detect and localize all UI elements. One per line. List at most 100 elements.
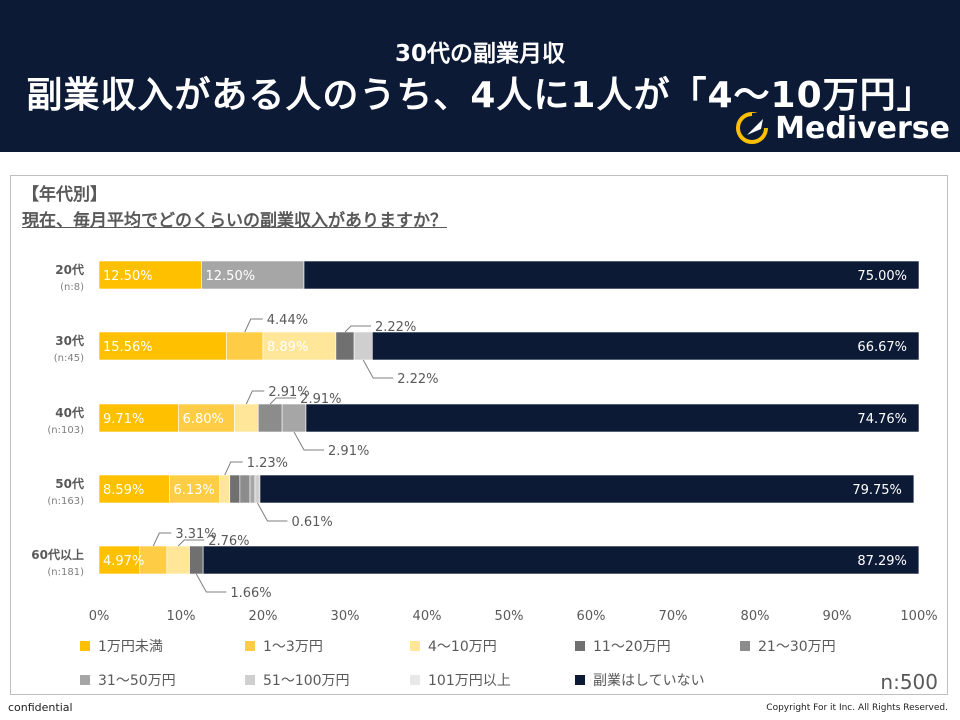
callout-leader	[245, 390, 265, 405]
bar-segment	[254, 474, 261, 504]
legend-swatch	[80, 641, 90, 651]
legend-swatch	[80, 675, 90, 685]
bar-segment	[234, 403, 259, 433]
callout-leader	[244, 318, 263, 333]
legend-swatch	[245, 675, 255, 685]
callout-leader	[224, 461, 243, 476]
bar-segment	[98, 474, 170, 504]
x-tick-label: 70%	[659, 609, 688, 624]
bar-segment	[257, 403, 283, 433]
callout-label: 2.91%	[268, 385, 309, 400]
brand-logo: Mediverse	[735, 110, 950, 146]
copyright-text: Copyright For it Inc. All Rights Reserve…	[766, 703, 948, 713]
bar-segment	[98, 260, 202, 290]
legend-item: 4〜10万円	[410, 636, 497, 656]
callout-label: 2.91%	[300, 392, 341, 407]
bar-segment	[305, 403, 920, 433]
callout-leader	[195, 573, 227, 593]
legend-swatch	[575, 675, 585, 685]
x-tick-label: 10%	[167, 609, 196, 624]
category-sample-size: (n:45)	[54, 353, 84, 364]
page-subtitle: 30代の副業月収	[394, 41, 565, 67]
data-label: 4.97%	[103, 554, 144, 569]
bar-segment	[249, 474, 256, 504]
callout-leader	[152, 532, 172, 547]
callout-label: 0.61%	[291, 515, 332, 530]
legend-label: 101万円以上	[428, 673, 511, 689]
legend-label: 4〜10万円	[428, 639, 497, 655]
x-tick-label: 20%	[249, 609, 278, 624]
legend-label: 11〜20万円	[593, 639, 671, 655]
x-tick-label: 80%	[741, 609, 770, 624]
bar-segment	[303, 260, 920, 290]
legend-item: 51〜100万円	[245, 670, 350, 690]
legend-item: 21〜30万円	[740, 636, 836, 656]
category-sample-size: (n:8)	[60, 282, 84, 293]
data-label: 8.59%	[103, 483, 144, 498]
survey-question: 現在、毎月平均でどのくらいの副業収入がありますか？	[22, 211, 447, 231]
bar-segment	[202, 545, 920, 575]
data-label: 75.00%	[857, 269, 907, 284]
bar-segment	[229, 474, 241, 504]
legend-item: 副業はしていない	[575, 670, 705, 690]
bar-segment	[335, 331, 355, 361]
bar-segment	[98, 545, 141, 575]
data-label: 6.80%	[183, 412, 224, 427]
category-sample-size: (n:103)	[47, 425, 84, 436]
data-label: 74.76%	[857, 412, 907, 427]
bar-segment	[226, 331, 264, 361]
legend-item: 101万円以上	[410, 670, 511, 690]
bar-segment	[166, 545, 190, 575]
x-tick-label: 100%	[900, 609, 937, 624]
category-sample-size: (n:181)	[47, 567, 84, 578]
category-label: 50代	[55, 476, 84, 491]
bar-segment	[98, 331, 227, 361]
category-label: 20代	[55, 262, 84, 277]
legend-swatch	[245, 641, 255, 651]
bar-segment	[259, 474, 915, 504]
legend-swatch	[410, 675, 420, 685]
callout-leader	[257, 502, 288, 522]
x-tick-label: 40%	[413, 609, 442, 624]
legend-swatch	[410, 641, 420, 651]
legend-label: 1〜3万円	[263, 639, 323, 655]
x-tick-label: 50%	[495, 609, 524, 624]
page-title: 副業収入がある人のうち、4人に1人が「4〜10万円」	[26, 75, 934, 116]
category-label: 60代以上	[31, 547, 84, 562]
callout-label: 4.44%	[267, 313, 308, 328]
sample-size: n:500	[880, 670, 938, 694]
header-banner: 30代の副業月収 副業収入がある人のうち、4人に1人が「4〜10万円」 Medi…	[0, 0, 960, 152]
legend-label: 副業はしていない	[593, 673, 705, 689]
legend-item: 1万円未満	[80, 636, 163, 656]
bar-segment	[353, 331, 373, 361]
callout-label: 2.91%	[328, 444, 369, 459]
bar-segment	[281, 403, 307, 433]
bar-segment	[219, 474, 231, 504]
data-label: 87.29%	[857, 554, 907, 569]
data-label: 6.13%	[173, 483, 214, 498]
survey-tag: 【年代別】	[22, 185, 107, 205]
legend-swatch	[575, 641, 585, 651]
legend-label: 1万円未満	[98, 639, 163, 655]
data-label: 12.50%	[206, 269, 256, 284]
x-tick-label: 0%	[89, 609, 110, 624]
x-tick-label: 30%	[331, 609, 360, 624]
data-label: 9.71%	[103, 412, 144, 427]
callout-label: 2.22%	[397, 372, 438, 387]
callout-label: 1.66%	[230, 586, 271, 601]
data-label: 8.89%	[267, 340, 308, 355]
callout-label: 2.76%	[208, 534, 249, 549]
legend-label: 51〜100万円	[263, 673, 350, 689]
callout-label: 1.23%	[247, 456, 288, 471]
x-tick-label: 60%	[577, 609, 606, 624]
legend-item: 31〜50万円	[80, 670, 176, 690]
category-sample-size: (n:163)	[47, 496, 84, 507]
legend-item: 11〜20万円	[575, 636, 671, 656]
bar-segment	[189, 545, 204, 575]
callout-label: 3.31%	[175, 527, 216, 542]
bar-segment	[201, 260, 305, 290]
callout-leader	[177, 539, 205, 547]
bar-segment	[239, 474, 251, 504]
data-label: 79.75%	[852, 483, 902, 498]
